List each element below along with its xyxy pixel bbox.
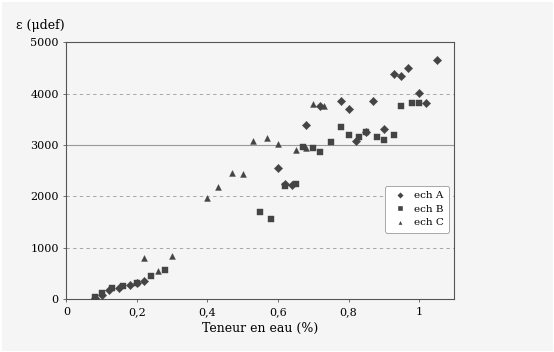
ech C bbox=[214, 184, 223, 189]
ech B bbox=[108, 285, 117, 291]
ech C bbox=[263, 136, 272, 141]
ech C bbox=[302, 145, 311, 150]
ech A bbox=[316, 103, 325, 109]
ech B bbox=[390, 132, 399, 138]
ech B bbox=[408, 100, 417, 106]
ech B bbox=[281, 183, 290, 189]
ech C bbox=[238, 171, 247, 177]
ech A bbox=[302, 123, 311, 128]
Text: ε (μdef): ε (μdef) bbox=[16, 19, 65, 32]
ech B bbox=[355, 134, 363, 140]
ech C bbox=[291, 147, 300, 152]
ech B bbox=[344, 132, 353, 138]
ech A bbox=[379, 126, 388, 132]
ech B bbox=[414, 100, 423, 106]
ech B bbox=[98, 290, 106, 296]
ech A bbox=[104, 288, 113, 293]
ech A bbox=[337, 99, 346, 104]
ech B bbox=[256, 209, 265, 215]
ech A bbox=[404, 65, 413, 71]
ech A bbox=[90, 295, 99, 301]
ech A bbox=[132, 281, 141, 286]
Legend: ech A, ech B, ech C: ech A, ech B, ech C bbox=[385, 186, 449, 233]
ech B bbox=[119, 283, 127, 289]
ech A bbox=[390, 71, 399, 77]
ech C bbox=[309, 101, 317, 107]
ech C bbox=[203, 196, 212, 201]
ech B bbox=[309, 145, 317, 150]
ech B bbox=[337, 124, 346, 130]
ech A bbox=[140, 278, 148, 284]
ech A bbox=[351, 138, 360, 144]
ech A bbox=[432, 57, 441, 63]
ech A bbox=[98, 292, 106, 298]
ech B bbox=[316, 149, 325, 155]
ech B bbox=[362, 129, 371, 134]
ech B bbox=[326, 140, 335, 145]
ech A bbox=[397, 73, 406, 78]
ech C bbox=[153, 268, 162, 274]
ech C bbox=[140, 255, 148, 261]
ech C bbox=[168, 253, 177, 258]
ech C bbox=[274, 141, 283, 147]
ech A bbox=[281, 181, 290, 187]
ech C bbox=[249, 138, 258, 144]
ech A bbox=[288, 182, 296, 187]
ech A bbox=[126, 283, 135, 288]
ech B bbox=[298, 144, 307, 150]
ech B bbox=[372, 134, 381, 140]
ech A bbox=[344, 106, 353, 112]
ech B bbox=[291, 181, 300, 187]
ech B bbox=[90, 294, 99, 300]
ech A bbox=[422, 100, 430, 106]
ech B bbox=[161, 267, 170, 273]
ech A bbox=[414, 90, 423, 96]
X-axis label: Teneur en eau (%): Teneur en eau (%) bbox=[202, 322, 319, 335]
ech B bbox=[379, 137, 388, 143]
ech B bbox=[266, 216, 275, 222]
ech B bbox=[147, 273, 156, 279]
ech A bbox=[115, 285, 124, 291]
ech A bbox=[362, 129, 371, 134]
ech B bbox=[132, 281, 141, 286]
ech A bbox=[274, 165, 283, 170]
ech C bbox=[320, 103, 329, 109]
ech C bbox=[228, 170, 237, 176]
ech A bbox=[369, 99, 378, 104]
ech B bbox=[397, 103, 406, 109]
